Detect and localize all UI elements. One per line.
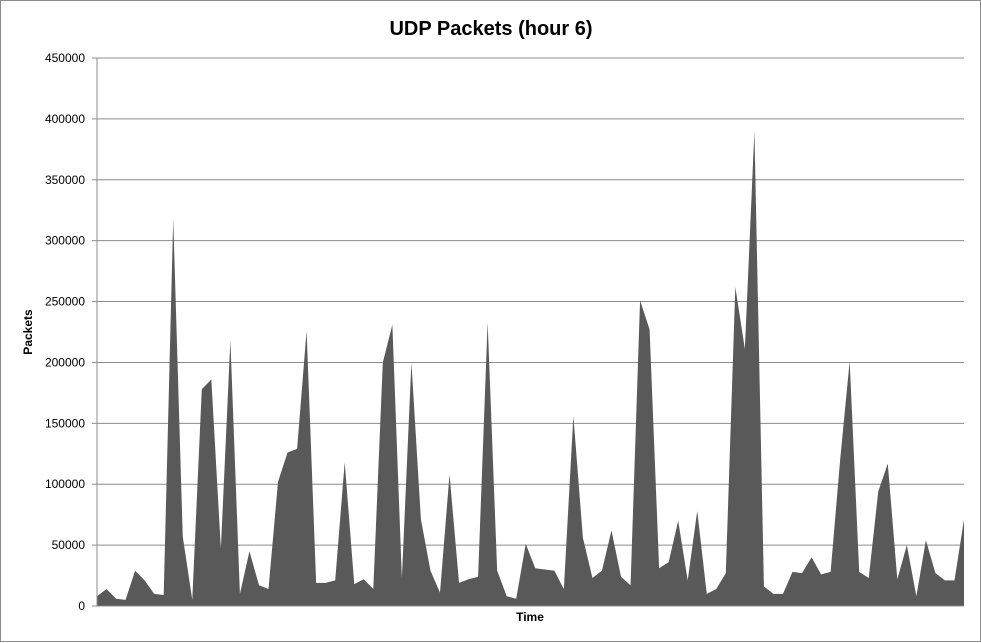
y-tick-label: 200000 <box>45 355 85 369</box>
plot-area <box>97 131 964 606</box>
chart-title: UDP Packets (hour 6) <box>389 18 592 40</box>
y-tick-label: 450000 <box>45 51 85 65</box>
y-tick-label: 100000 <box>45 477 85 491</box>
y-tick-label: 250000 <box>45 295 85 309</box>
y-tick-label: 350000 <box>45 173 85 187</box>
x-axis-label: Time <box>516 610 544 624</box>
y-axis-label: Packets <box>21 309 35 355</box>
y-tick-label: 400000 <box>45 112 85 126</box>
y-tick-label: 300000 <box>45 234 85 248</box>
area-series-udp-packets <box>97 131 964 606</box>
y-tick-label: 50000 <box>52 538 86 552</box>
y-tick-label: 0 <box>78 599 85 613</box>
y-tick-labels: 0 50000 100000 150000 200000 250000 300000 3500… <box>45 51 97 613</box>
y-tick-label: 150000 <box>45 416 85 430</box>
